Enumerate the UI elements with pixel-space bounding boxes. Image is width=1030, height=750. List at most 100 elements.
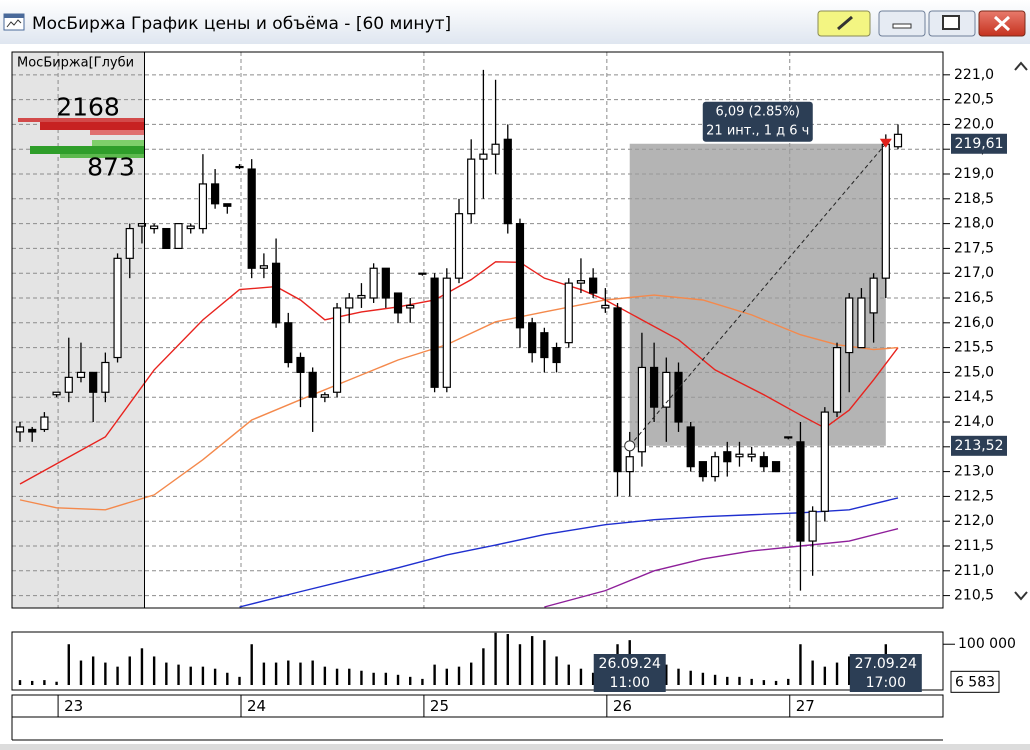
ask-volume: 2168 bbox=[56, 93, 120, 122]
last-volume-box bbox=[950, 670, 1000, 693]
plot-border bbox=[11, 51, 944, 609]
x-tick-label: 27 bbox=[796, 697, 815, 715]
candle-body bbox=[650, 366, 659, 408]
v-scrollbar[interactable] bbox=[1012, 52, 1030, 608]
y-tick-label: 220,0 bbox=[954, 116, 994, 132]
date-axis bbox=[11, 694, 944, 718]
y-tick-label: 215,5 bbox=[954, 340, 994, 356]
candle-body bbox=[491, 143, 500, 155]
price-label-box bbox=[951, 435, 1007, 456]
bid-bar bbox=[60, 154, 144, 158]
candle-body bbox=[271, 262, 281, 324]
close-button[interactable] bbox=[978, 10, 1026, 37]
candle-body bbox=[771, 461, 781, 473]
candle-body bbox=[528, 322, 537, 354]
candle-body bbox=[235, 165, 244, 169]
moving-average bbox=[19, 294, 899, 511]
app-icon bbox=[3, 13, 25, 31]
candle-body bbox=[857, 297, 866, 349]
minimize-button[interactable] bbox=[878, 10, 926, 37]
candle-body bbox=[723, 451, 732, 463]
measure-tooltip bbox=[702, 101, 813, 142]
candle-body bbox=[259, 265, 268, 269]
candle-body bbox=[40, 416, 49, 431]
candle-body bbox=[320, 394, 329, 398]
y-tick-label: 214,0 bbox=[954, 414, 994, 430]
candle-body bbox=[625, 456, 634, 473]
candle-body bbox=[832, 347, 842, 413]
candle-body bbox=[296, 356, 305, 374]
candle-body bbox=[601, 304, 610, 309]
y-tick-label: 217,0 bbox=[954, 265, 994, 281]
candle-body bbox=[174, 223, 183, 250]
candle-body bbox=[430, 277, 439, 388]
depth-content: МосБиржа[Глуби 2168 873 bbox=[17, 56, 144, 182]
candle-body bbox=[89, 371, 98, 393]
candle-body bbox=[503, 138, 512, 225]
candle-body bbox=[442, 277, 451, 388]
h-scrollbar[interactable] bbox=[0, 744, 1030, 750]
candle-body bbox=[186, 225, 195, 230]
measure-end bbox=[879, 138, 892, 148]
candle-body bbox=[332, 307, 342, 393]
window-title: МосБиржа График цены и объёма - [60 мину… bbox=[32, 14, 451, 34]
candle-body bbox=[28, 428, 37, 433]
candle-body bbox=[552, 347, 561, 364]
depth-title: МосБиржа[Глуби bbox=[17, 56, 134, 71]
y-tick-label: 213,0 bbox=[954, 464, 994, 480]
price-label-box bbox=[951, 133, 1007, 154]
candle-body bbox=[674, 371, 683, 423]
candle-body bbox=[467, 158, 476, 215]
y-tick-label: 211,0 bbox=[954, 563, 994, 579]
y-tick-label: 215,0 bbox=[954, 364, 994, 380]
candle-body bbox=[589, 277, 598, 294]
candle-body bbox=[564, 282, 573, 344]
candle-body bbox=[211, 183, 220, 205]
candle-body bbox=[76, 371, 86, 378]
candle-body bbox=[52, 391, 61, 396]
candle-body bbox=[247, 168, 256, 269]
maximize-button[interactable] bbox=[928, 10, 976, 37]
measure-label: 6,09 (2.85%) bbox=[715, 104, 800, 119]
x-tick-label: 25 bbox=[430, 697, 449, 715]
time-hour: 11:00 bbox=[610, 675, 650, 691]
candle-body bbox=[418, 272, 427, 275]
candle-body bbox=[796, 441, 805, 542]
price-label: 219,61 bbox=[955, 136, 1004, 152]
candle-body bbox=[406, 304, 415, 309]
link-button[interactable] bbox=[817, 10, 871, 37]
candle-body bbox=[284, 322, 293, 364]
candle-body bbox=[308, 371, 317, 398]
candle-body bbox=[613, 307, 622, 473]
candle-body bbox=[759, 456, 768, 468]
y-tick-label: 214,5 bbox=[954, 389, 994, 405]
candle-body bbox=[357, 294, 366, 299]
candle-body bbox=[162, 227, 171, 250]
y-tick-label: 211,5 bbox=[954, 538, 994, 554]
candle-body bbox=[150, 225, 159, 230]
moving-average bbox=[239, 497, 899, 608]
x-tick-label: 23 bbox=[64, 697, 83, 715]
bid-volume: 873 bbox=[87, 153, 135, 182]
candle-body bbox=[881, 143, 890, 279]
candle-body bbox=[784, 436, 793, 439]
candle-body bbox=[393, 292, 403, 314]
candle-body bbox=[198, 183, 208, 230]
candle-body bbox=[662, 371, 671, 408]
candle-body bbox=[698, 461, 707, 478]
time-hour: 17:00 bbox=[866, 675, 906, 691]
time-date: 26.09.24 bbox=[599, 656, 661, 672]
y-tick-label: 212,0 bbox=[954, 513, 994, 529]
ask-bar bbox=[18, 118, 144, 122]
y-tick-label: 218,0 bbox=[954, 216, 994, 232]
depth-panel bbox=[12, 52, 144, 608]
candle-body bbox=[747, 453, 756, 458]
candle-body bbox=[454, 213, 464, 279]
y-tick-label: 216,5 bbox=[954, 290, 994, 306]
y-tick-label: 100 000 bbox=[958, 636, 1016, 652]
ask-bar bbox=[90, 130, 144, 135]
y-tick-label: 212,5 bbox=[954, 488, 994, 504]
candle-body bbox=[820, 411, 829, 512]
candle-body bbox=[137, 223, 147, 227]
